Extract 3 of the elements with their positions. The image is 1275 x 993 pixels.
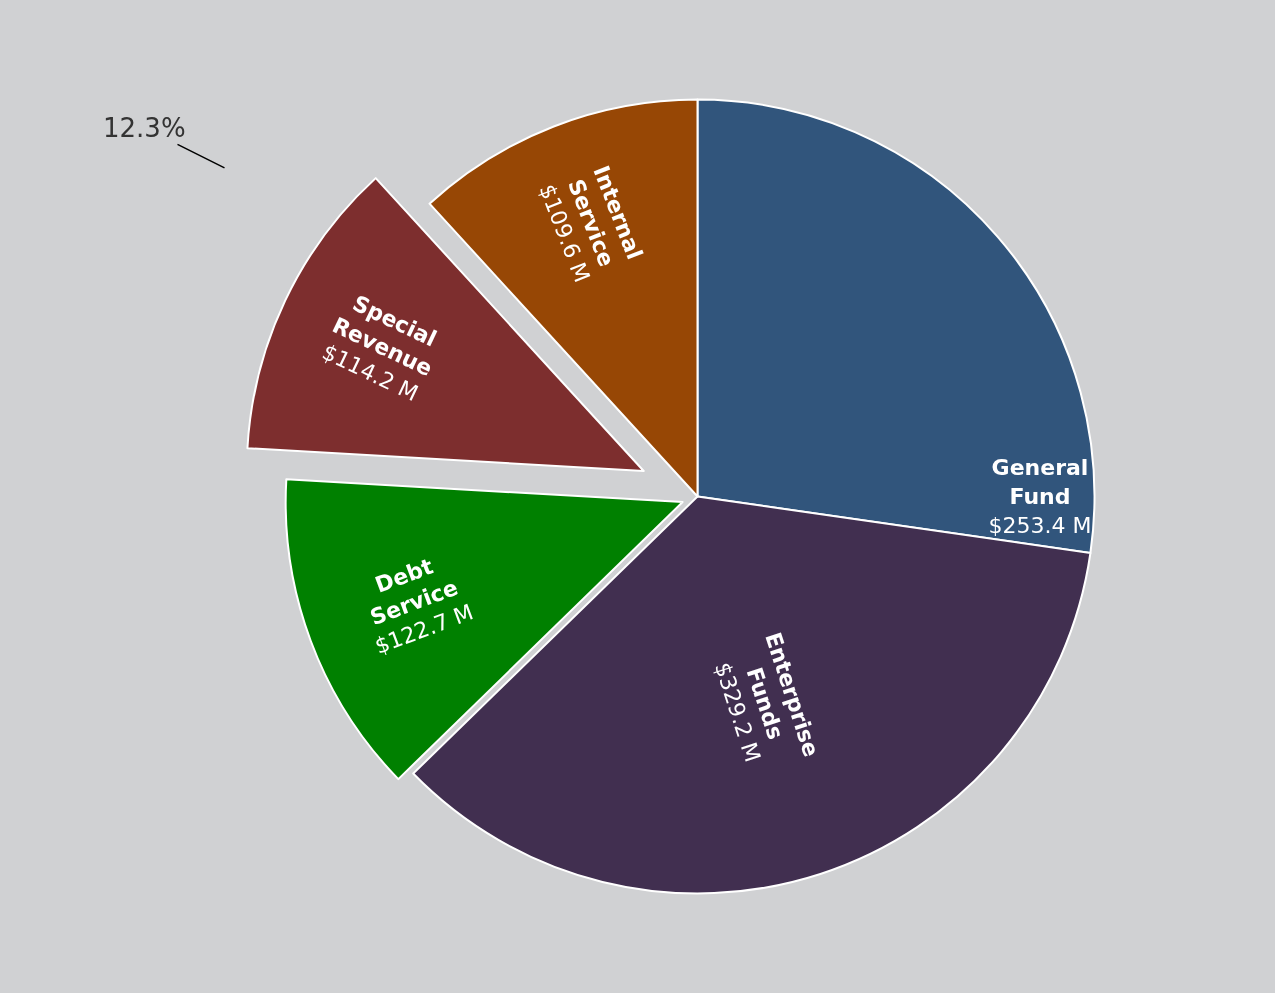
slice-label: General Fund [991, 455, 1089, 509]
text: 12.3% [103, 113, 186, 143]
data-label: $253.4 M [988, 512, 1092, 538]
